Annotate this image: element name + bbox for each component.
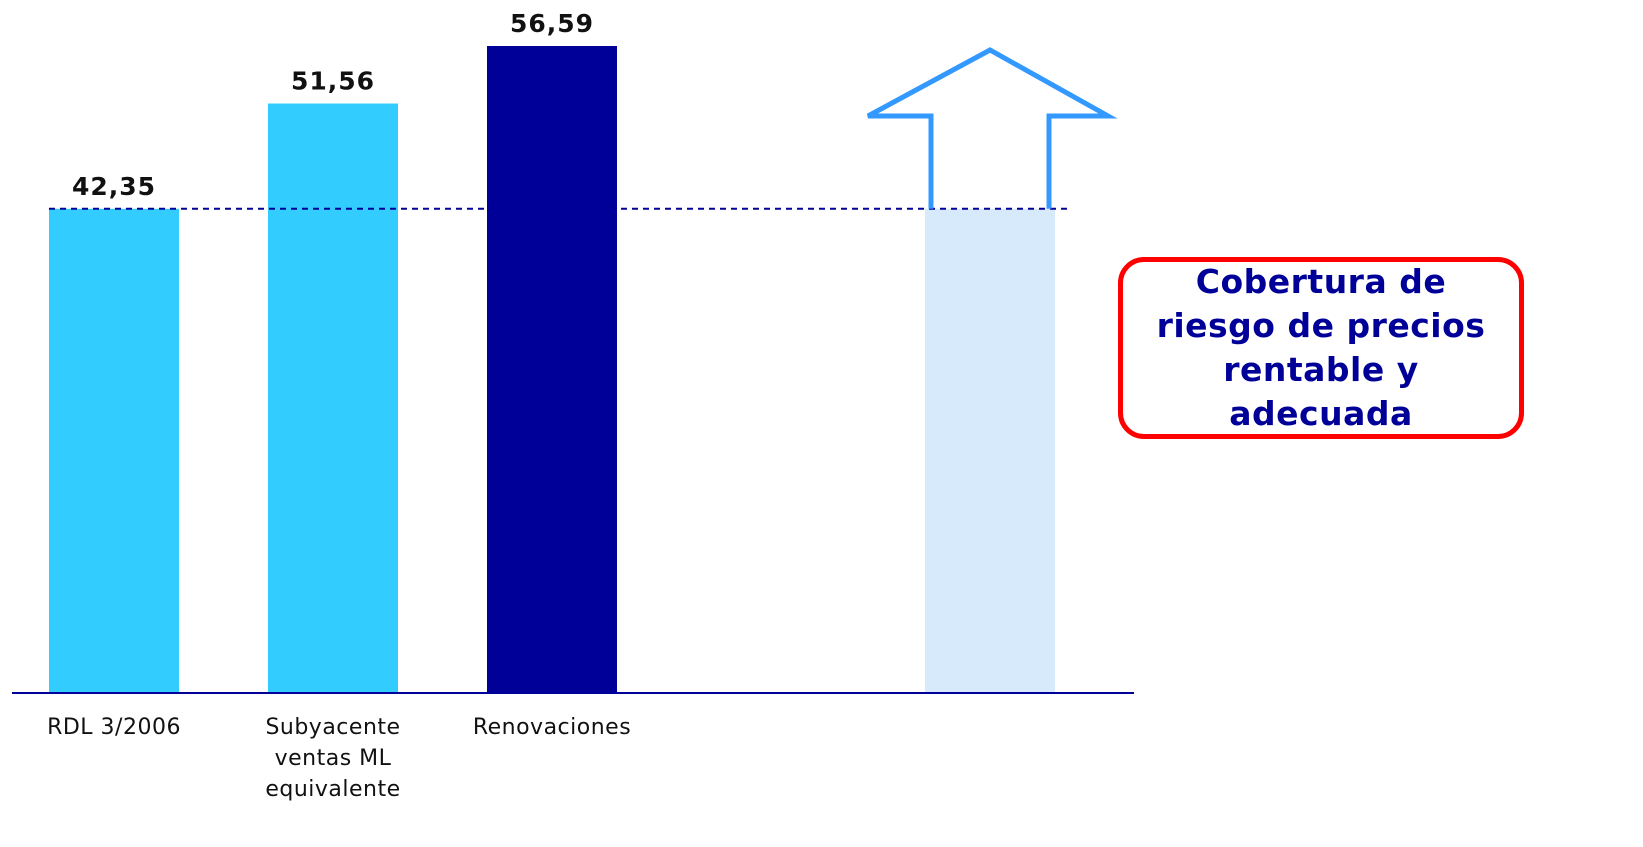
value-label: 56,59 — [510, 9, 594, 38]
category-label-line: equivalente — [265, 777, 401, 802]
up-arrow-outline-icon — [866, 47, 1118, 209]
category-label-line: Renovaciones — [472, 715, 632, 740]
bar-1 — [49, 208, 179, 693]
callout-box: Cobertura de riesgo de precios rentable … — [1118, 257, 1524, 439]
callout-text: Cobertura de riesgo de precios rentable … — [1156, 262, 1486, 433]
category-label-line: Subyacente — [265, 715, 401, 740]
value-label: 51,56 — [291, 67, 375, 96]
bar-2 — [268, 103, 398, 694]
value-label: 42,35 — [72, 172, 156, 201]
category-label: Subyacente ventas ML equivalente — [238, 712, 428, 805]
category-label-line: ventas ML — [274, 746, 392, 771]
category-label-line: RDL 3/2006 — [47, 715, 181, 740]
category-label: RDL 3/2006 — [19, 712, 209, 743]
category-label: Renovaciones — [457, 712, 647, 743]
ghost-bar — [925, 208, 1055, 693]
bar-3 — [487, 46, 617, 693]
